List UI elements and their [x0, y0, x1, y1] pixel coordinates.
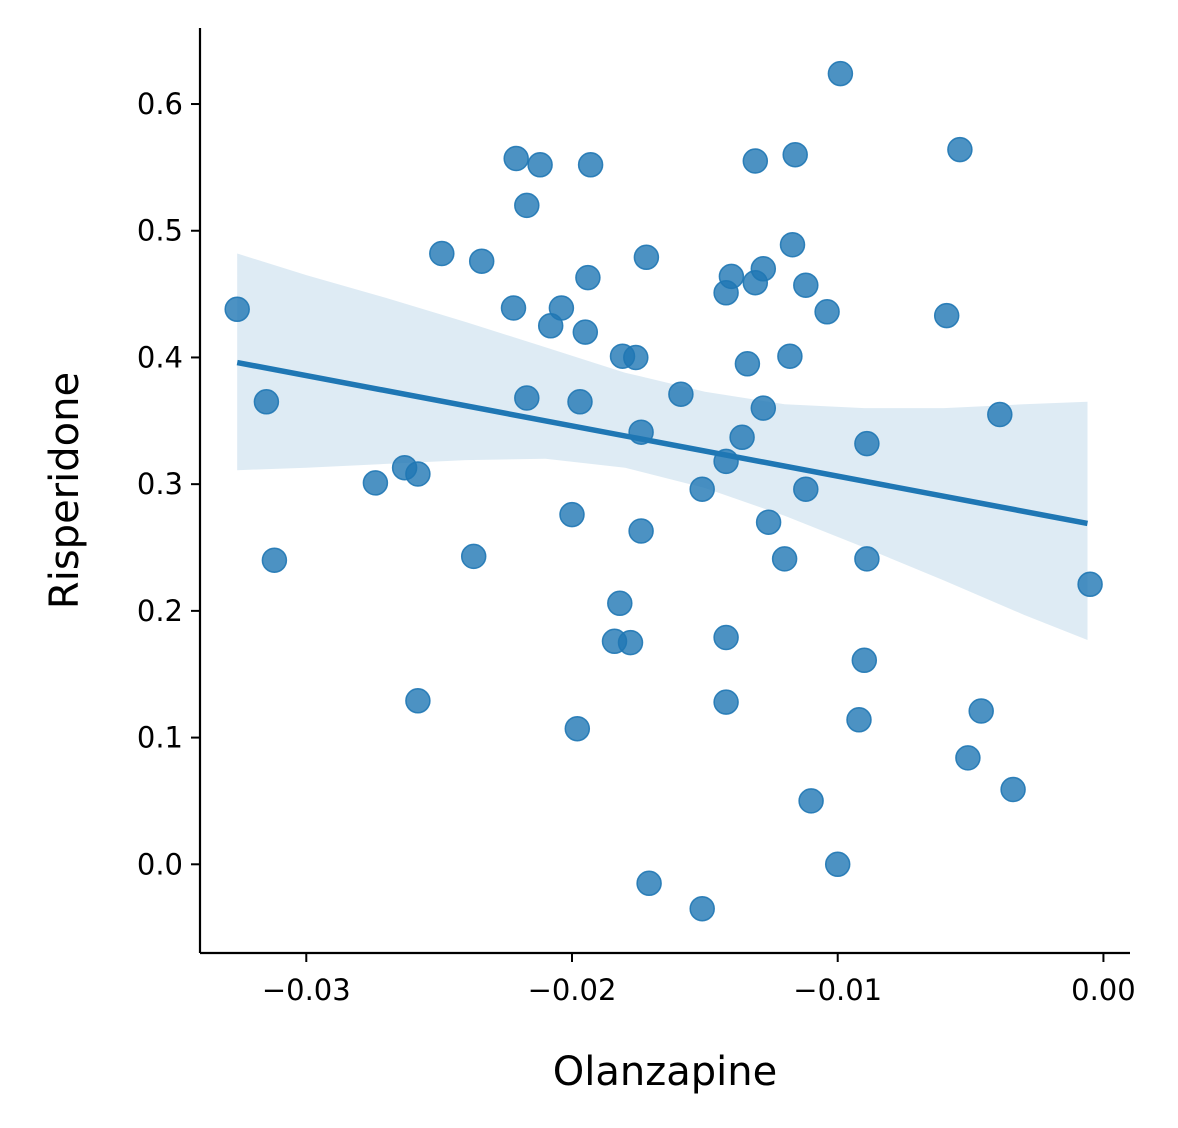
data-point-56 — [827, 60, 854, 87]
data-point-1 — [253, 389, 280, 415]
data-point-10 — [500, 295, 527, 321]
y-axis-ticks: 0.0 0.1 0.2 0.3 0.4 0.5 0.6 — [137, 87, 200, 881]
data-point-57 — [846, 707, 872, 733]
data-point-9 — [468, 248, 495, 274]
data-point-53 — [798, 788, 824, 814]
data-points — [224, 60, 1103, 922]
data-point-2 — [261, 547, 288, 573]
data-point-18 — [564, 715, 591, 742]
data-point-67 — [1077, 571, 1103, 598]
data-point-26 — [617, 629, 644, 656]
data-point-33 — [689, 476, 715, 502]
data-point-21 — [575, 264, 601, 291]
data-point-6 — [405, 688, 431, 714]
data-point-61 — [933, 302, 960, 329]
data-point-60 — [854, 546, 880, 572]
data-point-14 — [527, 152, 553, 178]
data-point-19 — [567, 389, 593, 415]
data-point-65 — [987, 401, 1013, 428]
data-point-40 — [729, 424, 755, 451]
data-point-42 — [742, 148, 769, 174]
y-tick-label: 0.6 — [137, 87, 183, 121]
plot-area — [224, 60, 1103, 922]
y-axis-title: Risperidone — [42, 372, 88, 609]
data-point-64 — [968, 698, 994, 724]
data-point-59 — [854, 430, 880, 457]
regression-line — [236, 359, 1088, 527]
data-point-27 — [623, 344, 649, 371]
y-tick-label: 0.3 — [137, 467, 183, 501]
data-point-37 — [713, 624, 739, 651]
data-point-17 — [559, 501, 585, 528]
data-point-12 — [514, 192, 540, 219]
x-tick-label: 0.00 — [1071, 973, 1136, 1007]
data-point-41 — [734, 351, 761, 377]
data-point-32 — [668, 381, 694, 407]
y-tick-label: 0.2 — [137, 594, 183, 628]
data-point-31 — [636, 870, 662, 897]
data-point-52 — [793, 476, 819, 502]
data-point-34 — [689, 895, 715, 922]
y-tick-label: 0.5 — [137, 214, 183, 248]
x-axis-title: Olanzapine — [553, 1049, 777, 1095]
data-point-13 — [514, 385, 540, 411]
x-tick-label: −0.03 — [262, 973, 351, 1007]
data-point-55 — [824, 851, 851, 878]
data-point-8 — [460, 543, 487, 570]
confidence-band — [237, 253, 1088, 640]
data-point-47 — [771, 546, 798, 572]
y-tick-label: 0.1 — [137, 721, 183, 755]
data-point-5 — [405, 461, 431, 487]
y-tick-label: 0.0 — [137, 847, 183, 881]
data-point-20 — [572, 319, 599, 345]
data-point-51 — [793, 272, 819, 298]
data-point-54 — [814, 299, 840, 325]
x-tick-label: −0.02 — [528, 973, 617, 1007]
y-tick-label: 0.4 — [137, 340, 183, 374]
data-point-29 — [628, 518, 654, 544]
data-point-63 — [955, 745, 981, 771]
data-point-0 — [224, 296, 250, 323]
data-point-46 — [755, 509, 782, 535]
data-point-50 — [782, 141, 808, 168]
data-point-45 — [750, 395, 777, 421]
data-point-58 — [851, 647, 878, 674]
data-point-38 — [713, 689, 739, 715]
data-point-49 — [779, 231, 806, 258]
data-point-22 — [577, 152, 604, 178]
data-point-66 — [1000, 776, 1026, 803]
data-point-7 — [429, 240, 455, 267]
data-point-48 — [777, 343, 803, 369]
data-point-3 — [362, 470, 389, 496]
data-point-11 — [503, 145, 529, 172]
data-point-16 — [548, 295, 575, 321]
x-tick-label: −0.01 — [793, 973, 882, 1007]
data-point-62 — [947, 136, 973, 163]
data-point-30 — [633, 244, 660, 271]
x-axis-ticks: −0.03 −0.02 −0.01 0.00 — [262, 953, 1136, 1007]
data-point-44 — [750, 256, 777, 282]
data-point-39 — [718, 263, 745, 290]
data-point-24 — [607, 590, 633, 617]
